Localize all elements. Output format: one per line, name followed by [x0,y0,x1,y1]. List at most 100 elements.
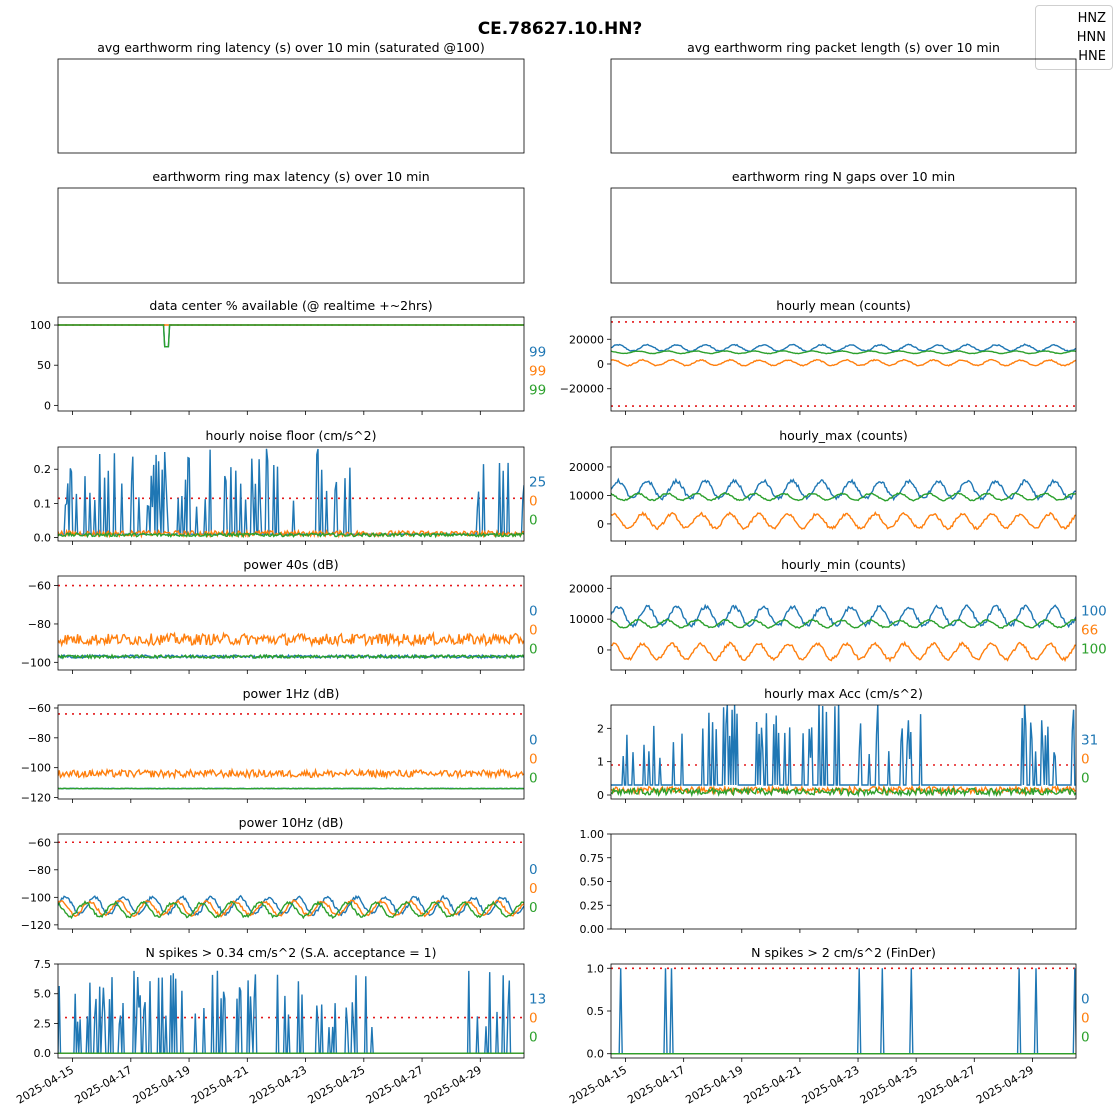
axes-frame [610,316,1077,412]
y-tick-label: 1.0 [587,962,605,975]
panel-gaps: earthworm ring N gaps over 10 min [610,169,1077,284]
series-line-hnn [611,358,1076,367]
axes-frame [57,833,525,930]
y-tick-label: −60 [28,580,51,593]
series-line-hnn [611,510,1076,531]
side-value-hnn: 66 [1081,622,1098,638]
series-line-hne [611,618,1076,629]
x-tick-label: 2025-04-23 [800,1063,862,1106]
side-value-hnn: 99 [529,363,546,379]
y-tick-label: −60 [28,836,51,849]
panel-title: power 40s (dB) [243,557,338,572]
plot-area [58,584,524,660]
panel-title: earthworm ring N gaps over 10 min [732,169,955,184]
panel-maxlat: earthworm ring max latency (s) over 10 m… [57,169,525,284]
y-tick-label: 1 [597,756,604,769]
series-line-hnn [611,640,1076,663]
side-value-hne: 0 [529,770,538,786]
x-tick-label: 2025-04-29 [422,1063,484,1106]
x-tick-label: 2025-04-27 [916,1063,978,1106]
series-line-hnn [58,767,524,780]
panel-spk034: N spikes > 0.34 cm/s^2 (S.A. acceptance … [14,945,546,1107]
series-line-hnn [58,630,524,648]
y-tick-label: −60 [28,702,51,715]
plot-area [58,970,524,1054]
y-tick-label: 0 [597,518,604,531]
side-value-hnn: 0 [529,1010,538,1026]
y-tick-label: −120 [21,792,51,805]
side-value-hnz: 99 [529,344,546,360]
panel-spk2: N spikes > 2 cm/s^2 (FinDer) 0.0 0.5 1.0 202… [567,945,1089,1107]
side-value-hnz: 0 [529,732,538,748]
y-tick-label: 0.0 [587,1048,605,1061]
y-tick-label: 0 [597,644,604,657]
side-value-hne: 0 [529,1029,538,1045]
panel-mean: hourly mean (counts) −20000 0 20000 [560,298,1077,415]
panel-packet: avg earthworm ring packet length (s) ove… [610,40,1077,154]
panel-title: avg earthworm ring packet length (s) ove… [687,40,1000,55]
y-tick-label: 0 [597,789,604,802]
series-line-hnn [58,898,524,918]
side-value-hne: 0 [1081,1029,1090,1045]
legend-item-hne: HNE [1078,49,1106,64]
y-tick-label: −80 [28,864,51,877]
series-line-hne [58,787,524,790]
legend-item-hnz: HNZ [1077,11,1106,26]
plot-area [611,967,1076,1055]
x-tick-label: 2025-04-29 [974,1063,1036,1106]
axes-frame [610,833,1077,930]
y-tick-label: 20000 [569,333,604,346]
panel-p40: power 40s (dB) −100 −80 −60 0 0 0 [21,557,538,674]
plot-area [611,477,1076,531]
x-tick-label: 2025-04-17 [72,1063,134,1106]
axes-frame [57,446,525,542]
axes-frame [610,187,1077,284]
x-tick-label: 2025-04-23 [247,1063,309,1106]
y-tick-label: 0.75 [580,852,605,865]
x-tick-label: 2025-04-21 [189,1063,251,1106]
panel-title: avg earthworm ring latency (s) over 10 m… [97,40,484,55]
side-value-hne: 99 [529,382,546,398]
x-tick-label: 2025-04-25 [305,1063,367,1106]
side-value-hnz: 31 [1081,732,1098,748]
y-tick-label: 0.25 [580,899,605,912]
y-tick-label: 0.5 [587,1005,605,1018]
side-value-hnn: 0 [529,493,538,509]
y-tick-label: −100 [21,656,51,669]
side-value-hne: 100 [1081,641,1107,657]
x-tick-label: 2025-04-21 [742,1063,804,1106]
panel-title: hourly max Acc (cm/s^2) [764,686,923,701]
panel-blank: 0.00 0.25 0.50 0.75 1.00 [580,828,1077,936]
axes-frame [57,187,525,284]
side-value-hnz: 13 [529,991,546,1007]
y-tick-label: 0 [44,399,51,412]
plot-area [611,603,1076,663]
series-line-hnz [611,705,1076,786]
series-line-hnz [611,968,1076,1055]
y-tick-label: −20000 [560,383,604,396]
side-value-hnz: 0 [1081,991,1090,1007]
axes-frame [57,963,525,1059]
panel-p1: power 1Hz (dB) −120 −100 −80 −60 0 0 0 [21,686,538,805]
y-tick-label: 5.0 [34,988,52,1001]
y-tick-label: 0.0 [34,532,52,545]
y-tick-label: 2.5 [34,1017,52,1030]
panel-title: data center % available (@ realtime +~2h… [149,298,432,313]
axes-frame [57,316,525,412]
plot-area [611,705,1076,798]
panel-title: hourly mean (counts) [776,298,910,313]
side-value-hnz: 0 [529,862,538,878]
panel-avail: data center % available (@ realtime +~2h… [30,298,546,415]
panel-title: N spikes > 0.34 cm/s^2 (S.A. acceptance … [145,945,436,960]
series-line-hne [611,786,1076,798]
x-tick-label: 2025-04-15 [14,1063,76,1106]
series-line-hnz [58,970,524,1054]
y-tick-label: −100 [21,891,51,904]
side-value-hnz: 25 [529,474,546,490]
axes-frame [610,446,1077,542]
plot-area [58,448,524,539]
side-value-hne: 0 [1081,770,1090,786]
plot-area [58,324,524,348]
y-tick-label: 0.0 [34,1047,52,1060]
